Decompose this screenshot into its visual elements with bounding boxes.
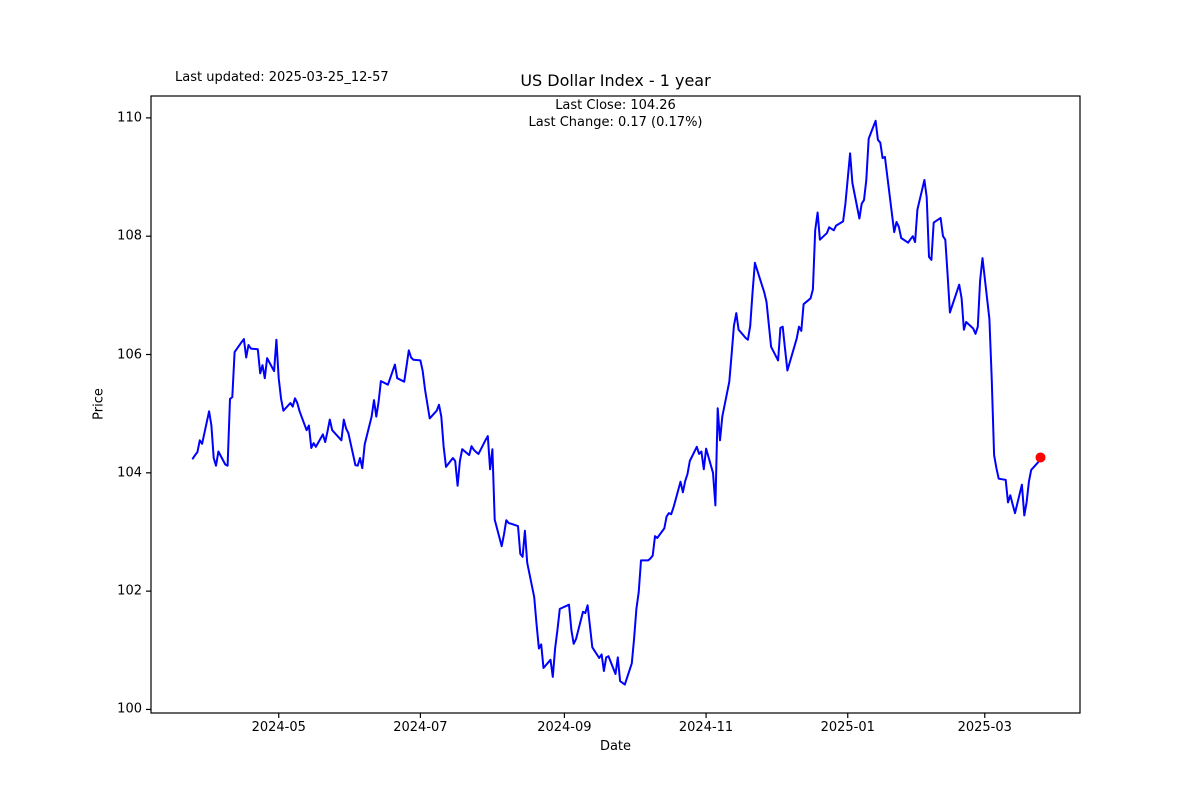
- x-tick-label: 2024-09: [537, 720, 592, 735]
- y-tick-label: 100: [117, 701, 142, 717]
- y-axis-label: Price: [91, 388, 107, 420]
- chart-title: US Dollar Index - 1 year: [520, 71, 711, 90]
- annotation-last-change: Last Change: 0.17 (0.17%): [528, 115, 703, 130]
- x-tick-label: 2025-03: [957, 720, 1012, 735]
- y-tick-label: 102: [117, 583, 142, 599]
- last-price-marker-icon: [1035, 452, 1046, 463]
- y-tick-label: 108: [117, 228, 142, 244]
- annotation-last-close: Last Close: 104.26: [555, 98, 676, 113]
- y-tick-label: 110: [117, 110, 142, 126]
- plot-frame: [150, 95, 1081, 714]
- x-tick-label: 2024-11: [678, 720, 734, 735]
- last-updated-text: Last updated: 2025-03-25_12-57: [175, 70, 389, 85]
- x-axis-label: Date: [599, 739, 632, 754]
- y-tick-label: 106: [117, 347, 142, 362]
- x-tick-label: 2024-05: [251, 720, 306, 735]
- x-tick-label: 2025-01: [820, 720, 875, 735]
- price-line: [191, 119, 1042, 686]
- y-tick-label: 104: [117, 465, 142, 481]
- x-tick-label: 2024-07: [393, 720, 448, 735]
